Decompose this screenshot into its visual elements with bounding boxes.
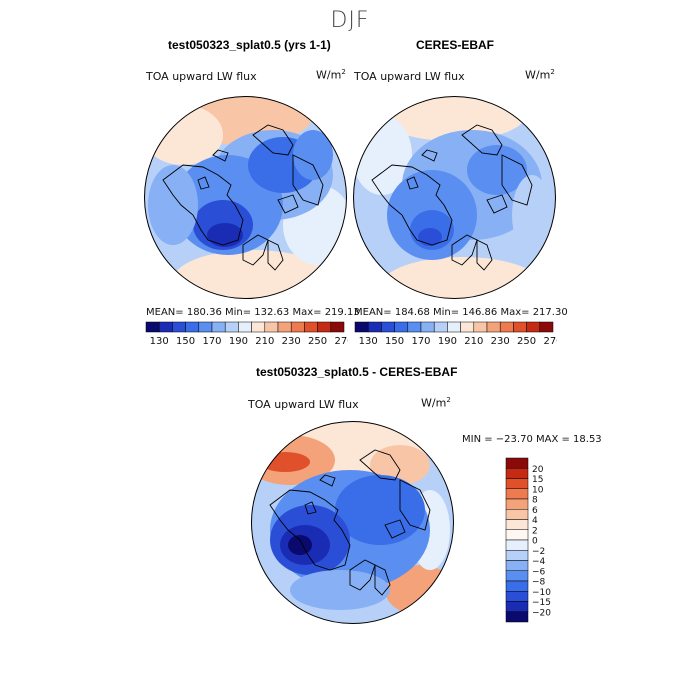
obs-colorbar-box [354,321,369,333]
diff-colorbar-tick-label: −8 [532,578,546,588]
model-colorbar-box [145,321,160,333]
diff-colorbar-box [505,580,529,592]
diff-colorbar-tick-label: 20 [532,465,544,475]
model-colorbar-tick-label: 230 [282,336,301,347]
obs-colorbar-box [394,321,409,333]
diff-colorbar-box [505,468,529,479]
diff-colorbar-box [505,519,529,530]
model-colorbar-box [330,321,345,333]
obs-variable-label: TOA upward LW flux [354,70,465,83]
diff-stats: MIN = −23.70 MAX = 18.53 [462,434,602,445]
diff-colorbar-tick-label: −4 [532,557,546,567]
obs-colorbar-tick-label: 190 [438,336,457,347]
obs-colorbar-box [407,321,422,333]
model-colorbar-box [224,321,239,333]
obs-colorbar-box [460,321,475,333]
obs-panel-title: CERES-EBAF [416,38,495,52]
model-colorbar-box [172,321,186,333]
obs-colorbar-box [486,321,501,333]
model-colorbar-box [185,321,200,333]
obs-colorbar-box [539,321,554,333]
diff-colorbar-box [505,488,529,500]
model-colorbar-box [238,321,252,333]
diff-colorbar-tick-label: 6 [532,506,538,516]
model-colorbar-tick-label: 170 [202,336,221,347]
diff-colorbar-tick-label: 2 [532,526,538,536]
diff-colorbar-box [505,539,529,551]
diff-colorbar-tick-label: −10 [532,588,551,598]
model-colorbar-tick-label: 250 [308,336,327,347]
model-colorbar-box [304,321,318,333]
obs-colorbar-box [433,321,448,333]
diff-units-label: W/m2 [421,396,451,410]
model-colorbar-box [198,321,213,333]
diff-colorbar-box [505,591,529,602]
diff-colorbar-box [505,560,529,571]
model-colorbar-box [264,321,279,333]
diff-colorbar-box [505,457,529,469]
model-colorbar-tick-label: 190 [229,336,248,347]
diff-colorbar-tick-label: −20 [532,608,551,618]
diff-colorbar-tick-label: 15 [532,475,543,485]
model-variable-label: TOA upward LW flux [146,70,257,83]
diff-colorbar-box [505,570,529,582]
diff-variable-label: TOA upward LW flux [248,398,359,411]
season-title: DJF [330,8,370,33]
model-stats: MEAN= 180.36 Min= 132.63 Max= 219.13 [146,307,360,318]
diff-colorbar-tick-label: 10 [532,485,544,495]
model-colorbar-box [290,321,305,333]
diff-colorbar-tick-label: −6 [532,567,546,577]
obs-polar-map [353,96,556,299]
model-colorbar-box [251,321,266,333]
diff-panel-title: test050323_splat0.5 - CERES-EBAF [256,365,458,379]
obs-colorbar-tick-label: 250 [517,336,536,347]
diff-colorbar-tick-label: 8 [532,496,538,506]
diff-colorbar-tick-label: −15 [532,598,551,608]
model-colorbar-tick-label: 270 [334,336,348,347]
obs-colorbar-box [513,321,527,333]
diff-colorbar-tick-label: 4 [532,516,538,526]
obs-colorbar-tick-label: 270 [543,336,557,347]
obs-colorbar-tick-label: 130 [359,336,378,347]
obs-colorbar-tick-label: 150 [385,336,404,347]
diff-colorbar-tick-label: 0 [532,537,538,547]
diff-colorbar-tick-label: −2 [532,547,545,557]
diff-colorbar-box [505,478,529,489]
obs-colorbar-box [381,321,395,333]
model-colorbar-box [158,321,173,333]
obs-colorbar-box [420,321,435,333]
obs-colorbar-tick-label: 170 [411,336,430,347]
obs-colorbar-box [499,321,514,333]
obs-colorbar-tick-label: 210 [464,336,483,347]
obs-colorbar-box [447,321,461,333]
obs-colorbar-box [367,321,382,333]
model-colorbar-box [317,321,332,333]
model-colorbar: 130 150 170 190 210 230 250 270 [145,321,348,347]
model-colorbar-box [211,321,226,333]
diff-colorbar-box [505,498,529,510]
model-units-label: W/m2 [316,68,346,82]
model-panel-title: test050323_splat0.5 (yrs 1-1) [168,38,331,52]
obs-colorbar-box [473,321,488,333]
model-colorbar-tick-label: 130 [150,336,169,347]
model-colorbar-tick-label: 150 [176,336,195,347]
diff-colorbar-box [505,611,529,623]
obs-stats: MEAN= 184.68 Min= 146.86 Max= 217.30 [354,307,568,318]
diff-colorbar-box [505,550,529,561]
obs-colorbar-tick-label: 230 [491,336,510,347]
obs-units-label: W/m2 [525,68,555,82]
diff-colorbar-box [505,601,529,612]
diff-polar-map [251,421,454,624]
model-colorbar-tick-label: 210 [255,336,274,347]
obs-colorbar: 130 150 170 190 210 230 250 270 [354,321,557,347]
obs-colorbar-box [526,321,541,333]
diff-colorbar-box [505,509,529,520]
model-colorbar-box [277,321,292,333]
diff-colorbar-box [505,529,529,541]
model-polar-map [144,96,347,299]
